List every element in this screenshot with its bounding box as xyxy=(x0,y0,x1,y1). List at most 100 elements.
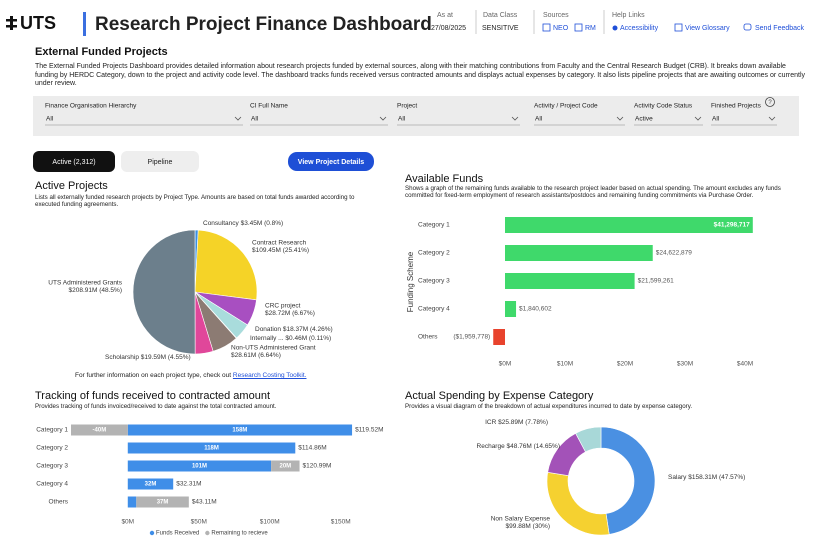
filter-value[interactable]: All xyxy=(712,116,720,123)
x-tick-label: $30M xyxy=(677,361,693,368)
note-text: For further information on each project … xyxy=(75,372,232,379)
slice-value: $109.45M (25.41%) xyxy=(252,247,309,254)
category-label: Category 2 xyxy=(418,250,450,257)
dropdown-arrow xyxy=(234,116,242,121)
slice-label: ICR xyxy=(485,419,497,426)
data-label: $24,622,879 xyxy=(656,250,693,257)
help-link[interactable]: Send Feedback xyxy=(755,25,805,32)
slice-label: Salary xyxy=(668,474,687,481)
x-tick-label: $0M xyxy=(499,361,512,368)
category-label: Category 3 xyxy=(36,463,68,470)
slice-value: $3.45M (0.8%) xyxy=(241,220,284,227)
pie-slice xyxy=(194,229,258,301)
total-label: $32.31M xyxy=(176,481,201,488)
filter-value[interactable]: Active xyxy=(635,116,653,123)
chart-note: For further information on each project … xyxy=(75,372,375,381)
meta-label: Data Class xyxy=(483,12,518,19)
bar-segment xyxy=(271,460,300,472)
help-link[interactable]: Accessibility xyxy=(620,25,659,32)
data-label: 101M xyxy=(192,464,207,470)
slice-label: Scholarship xyxy=(105,354,139,361)
x-tick-label: $0M xyxy=(121,519,134,526)
pie-slice xyxy=(132,229,196,355)
meta-label: As at xyxy=(437,12,453,19)
bar xyxy=(505,301,517,317)
data-label: 32M xyxy=(145,482,157,488)
x-tick-label: $20M xyxy=(617,361,633,368)
page-title: Research Project Finance Dashboard xyxy=(95,14,432,35)
dropdown-arrow xyxy=(511,116,519,121)
button[interactable] xyxy=(288,152,374,171)
slice-value: $158.31M (47.57%) xyxy=(688,474,745,481)
slice-label-group: Consultancy $3.45M (0.8%) xyxy=(203,220,283,227)
link-icon xyxy=(612,25,618,31)
x-tick-label: $40M xyxy=(737,361,753,368)
dropdown-arrow xyxy=(379,116,387,121)
total-label: $114.86M xyxy=(298,445,326,452)
category-label: Others xyxy=(48,499,68,506)
data-label: 20M xyxy=(280,464,292,470)
tab-label[interactable]: Active (2,312) xyxy=(52,159,95,166)
slice-value: $99.88M (30%) xyxy=(506,523,550,530)
filter-value[interactable]: All xyxy=(46,116,54,123)
category-label: Category 1 xyxy=(418,222,450,229)
bar-segment xyxy=(127,478,174,490)
slice-label: Consultancy xyxy=(203,220,240,227)
total-label: $43.11M xyxy=(192,499,217,506)
chart-subtitle: Provides a visual diagram of the breakdo… xyxy=(405,403,693,410)
x-tick-label: $100M xyxy=(260,519,280,526)
bar xyxy=(493,329,505,345)
filter-value[interactable]: All xyxy=(535,116,543,123)
total-label: $119.52M xyxy=(355,427,383,434)
bar xyxy=(505,217,753,233)
logo-icon xyxy=(10,16,13,30)
slice-value: $0.46M (0.11%) xyxy=(285,335,331,342)
filter-label: Finished Projects xyxy=(711,103,762,110)
source-link[interactable]: NEO xyxy=(553,25,569,32)
source-link[interactable]: RM xyxy=(585,25,596,32)
bar-segment xyxy=(127,496,137,508)
slice-label-group: Donation $18.37M (4.26%) xyxy=(255,326,333,333)
data-label: -40M xyxy=(93,428,107,434)
y-axis-title: Funding Scheme xyxy=(406,251,415,312)
filter-value[interactable]: All xyxy=(251,116,259,123)
chart-title: Active Projects xyxy=(35,180,108,192)
link-icon xyxy=(542,23,551,32)
filter-panel xyxy=(33,96,799,136)
dropdown-arrow xyxy=(768,116,776,121)
filter-value[interactable]: All xyxy=(398,116,406,123)
legend-label: Funds Received xyxy=(156,531,199,537)
legend-marker xyxy=(205,530,210,536)
slice-label: CRC project xyxy=(265,303,301,310)
category-label: Others xyxy=(418,334,438,341)
logo: UTS xyxy=(6,13,56,33)
slice-value: $19.59M (4.55%) xyxy=(141,354,191,361)
category-label: Category 3 xyxy=(418,278,450,285)
legend-label: Remaining to recieve xyxy=(211,531,268,537)
slice-label-group: Salary $158.31M (47.57%) xyxy=(668,474,745,481)
slice-label: Recharge xyxy=(477,443,506,450)
category-label: Category 4 xyxy=(36,481,68,488)
slice-label-group: Scholarship $19.59M (4.55%) xyxy=(105,354,191,361)
meta-label: Help Links xyxy=(612,12,645,19)
button-label[interactable]: View Project Details xyxy=(298,159,365,166)
logo-text: UTS xyxy=(20,13,56,33)
logo-icon xyxy=(6,25,17,28)
bar xyxy=(505,273,635,289)
category-label: Category 1 xyxy=(36,427,68,434)
meta-value: 27/08/2025 xyxy=(431,25,466,32)
note-link[interactable]: Research Costing Toolkit. xyxy=(232,372,307,379)
help-link[interactable]: View Glossary xyxy=(685,25,730,32)
tab-active[interactable] xyxy=(33,151,115,172)
slice-label-group: ICR $25.89M (7.78%) xyxy=(485,419,548,426)
x-tick-label: $50M xyxy=(191,519,207,526)
pie-slice xyxy=(600,426,656,535)
tab[interactable] xyxy=(121,151,199,172)
slice-value: $208.91M (48.5%) xyxy=(69,287,122,294)
filter-label: Project xyxy=(397,103,417,110)
filter-label: Finance Organisation Hierarchy xyxy=(45,103,137,110)
total-label: $120.99M xyxy=(303,463,332,470)
slice-label: Internally ... xyxy=(250,335,284,342)
slice-label: UTS Administered Grants xyxy=(48,280,122,287)
tab-label[interactable]: Pipeline xyxy=(148,159,173,166)
